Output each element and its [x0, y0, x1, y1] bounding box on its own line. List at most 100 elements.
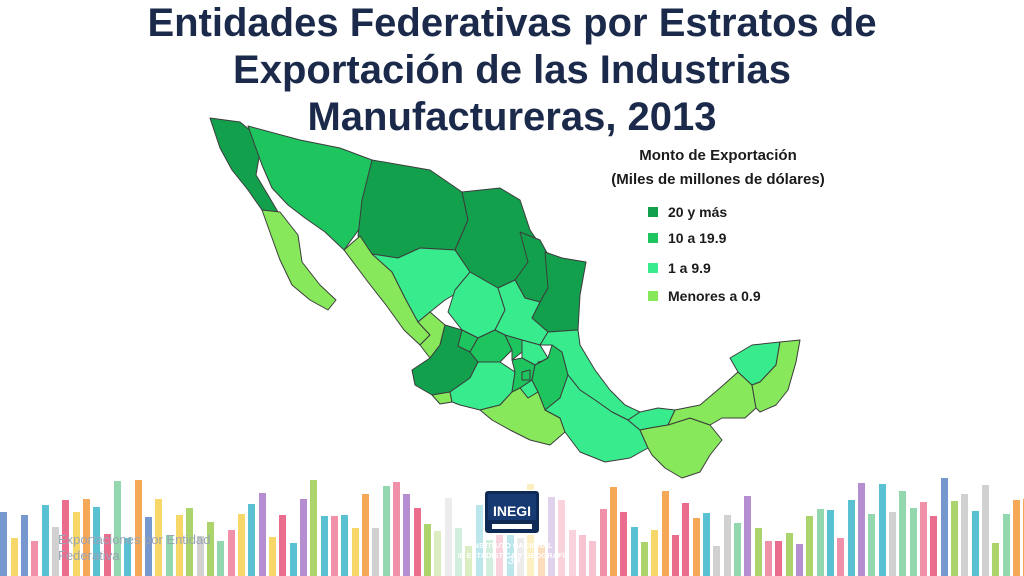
decorative-bar	[744, 496, 751, 576]
decorative-bar	[290, 543, 297, 576]
decorative-bar	[11, 538, 18, 576]
decorative-bar	[424, 524, 431, 576]
decorative-bar	[1003, 514, 1010, 576]
title-line-1: Entidades Federativas por Estratos de	[147, 1, 877, 45]
decorative-bar	[341, 515, 348, 576]
title-line-2: Exportación de las Industrias	[233, 48, 791, 92]
decorative-bar	[207, 522, 214, 576]
legend-swatch-1-9	[648, 263, 658, 273]
decorative-bar	[42, 505, 49, 576]
decorative-bar	[538, 545, 545, 576]
decorative-bar	[73, 512, 80, 576]
logo-line-1: INSTITUTO NACIONAL	[471, 541, 553, 550]
state-quintana-roo	[751, 339, 801, 413]
decorative-bar	[910, 508, 917, 576]
decorative-bar	[135, 480, 142, 576]
decorative-bar	[724, 515, 731, 576]
decorative-bar	[93, 507, 100, 576]
decorative-bar	[434, 531, 441, 576]
decorative-bar	[310, 480, 317, 576]
decorative-bar	[269, 537, 276, 576]
decorative-bar	[62, 500, 69, 576]
title-line-3: Manufactureras, 2013	[307, 95, 717, 139]
decorative-bar	[372, 528, 379, 576]
decorative-bar	[21, 515, 28, 576]
decorative-bar	[197, 536, 204, 576]
decorative-bar	[548, 497, 555, 576]
map-legend: Monto de Exportación (Miles de millones …	[596, 144, 876, 304]
decorative-bar	[352, 528, 359, 576]
decorative-bar	[145, 517, 152, 576]
decorative-bar	[734, 523, 741, 576]
decorative-bar	[817, 509, 824, 576]
decorative-bar	[476, 505, 483, 576]
logo-line-2: DE ESTADÍSTICA Y GEOGRAFÍA	[458, 551, 566, 560]
decorative-bar	[620, 512, 627, 576]
state-campeche	[667, 371, 757, 426]
decorative-bar	[992, 543, 999, 576]
decorative-bar	[682, 503, 689, 576]
decorative-bar	[868, 514, 875, 576]
decorative-bar	[941, 478, 948, 576]
page-number: 39	[507, 555, 521, 567]
decorative-bar	[176, 515, 183, 576]
decorative-bar	[155, 499, 162, 576]
decorative-bar	[848, 500, 855, 576]
decorative-bar	[124, 538, 131, 576]
decorative-bar	[83, 499, 90, 576]
legend-title-line-1: Monto de Exportación	[639, 147, 797, 164]
decorative-bar	[1013, 500, 1020, 576]
legend-label: 1 a 9.9	[668, 260, 711, 276]
decorative-bar	[362, 494, 369, 576]
decorative-bar	[486, 540, 493, 576]
decorative-bar	[951, 501, 958, 576]
decorative-bar	[786, 533, 793, 576]
legend-title-line-2: (Miles de millones de dólares)	[611, 171, 825, 188]
decorative-bar	[403, 494, 410, 576]
decorative-bar	[837, 538, 844, 576]
decorative-bar	[279, 515, 286, 576]
decorative-bar	[889, 512, 896, 576]
mexico-choropleth-map	[209, 117, 801, 479]
state-ciudad-de-mexico	[521, 369, 531, 381]
state-chihuahua	[357, 159, 469, 259]
legend-item: 20 y más	[648, 204, 727, 220]
decorative-bar	[383, 486, 390, 576]
decorative-bar	[517, 538, 524, 576]
decorative-bar	[465, 546, 472, 576]
decorative-bar	[259, 493, 266, 576]
decorative-bar	[393, 482, 400, 576]
decorative-bar	[879, 484, 886, 576]
legend-label: Menores a 0.9	[668, 288, 761, 304]
decorative-bar	[0, 512, 7, 576]
legend-item: 1 a 9.9	[648, 260, 711, 276]
decorative-bar	[52, 527, 59, 576]
legend-item: 10 a 19.9	[648, 230, 726, 246]
decorative-bar	[238, 514, 245, 576]
decorative-bar	[961, 494, 968, 576]
decorative-bar	[765, 541, 772, 576]
logo-name: INEGI	[493, 503, 531, 519]
decorative-bar	[331, 516, 338, 576]
decorative-bar	[114, 481, 121, 576]
decorative-bar	[186, 508, 193, 576]
decorative-bar	[641, 542, 648, 576]
decorative-bar	[600, 509, 607, 576]
decorative-bar	[579, 535, 586, 576]
decorative-bar	[982, 485, 989, 576]
state-guanajuato	[469, 329, 513, 363]
decorative-bar	[507, 505, 514, 576]
decorative-bar	[920, 502, 927, 576]
decorative-bar	[248, 504, 255, 576]
decorative-bar	[930, 516, 937, 576]
decorative-bar	[558, 500, 565, 576]
decorative-bar	[104, 534, 111, 576]
state-sonora	[247, 125, 373, 251]
legend-label: 10 a 19.9	[668, 230, 727, 246]
legend-swatch-under-1	[648, 291, 658, 301]
legend-swatch-10-19	[648, 233, 658, 243]
legend-item: Menores a 0.9	[648, 288, 761, 304]
inegi-logo: INEGI INSTITUTO NACIONAL DE ESTADÍSTICA …	[458, 490, 566, 560]
decorative-bar	[775, 541, 782, 576]
decorative-bar	[651, 530, 658, 576]
